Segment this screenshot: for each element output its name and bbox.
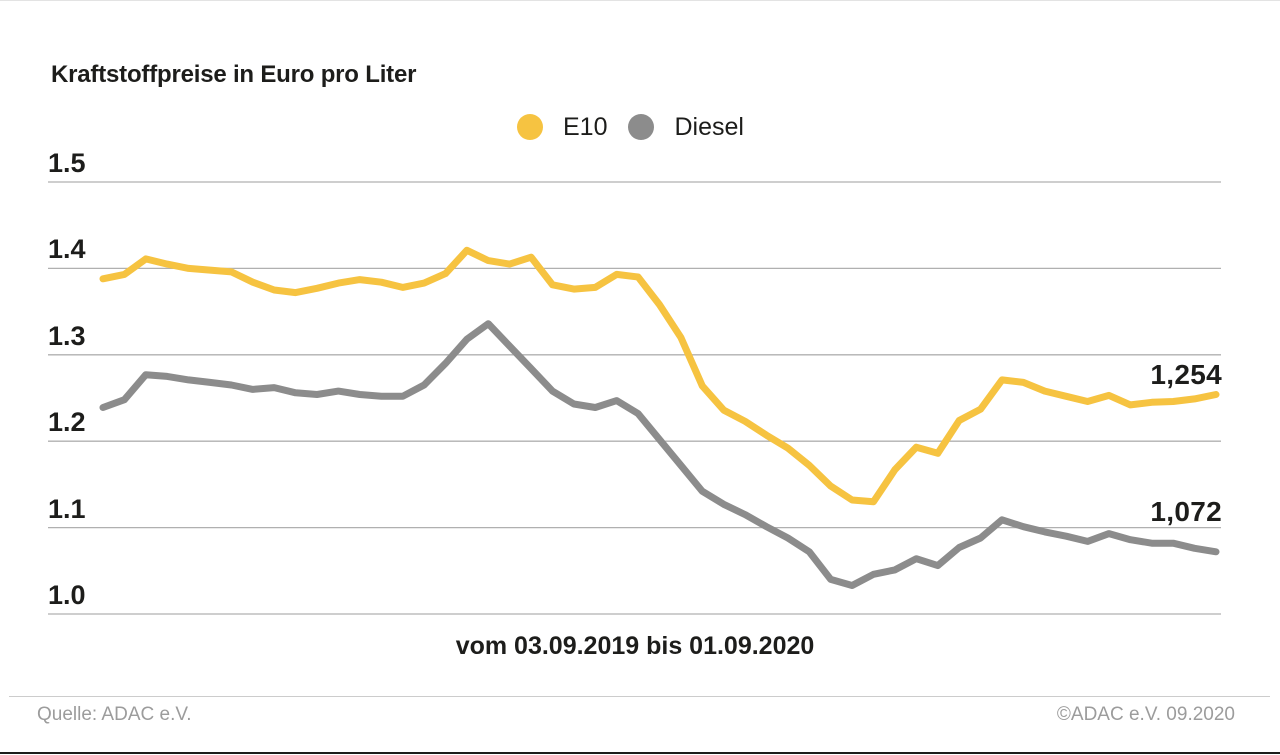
footer-divider [9, 696, 1270, 697]
diesel-legend-dot-icon [628, 114, 655, 140]
legend-label-diesel: Diesel [674, 113, 744, 141]
legend-label-e10: E10 [563, 113, 608, 141]
x-axis-range-label: vom 03.09.2019 bis 01.09.2020 [455, 632, 815, 660]
e10-price-line [99, 246, 1220, 506]
footer-source: Quelle: ADAC e.V. [37, 704, 192, 725]
y-tick-label: 1.5 [48, 148, 86, 178]
chart-legend: E10 Diesel [517, 114, 744, 140]
e10-legend-dot-icon [517, 114, 543, 140]
page-title: Kraftstoffpreise in Euro pro Liter [51, 61, 417, 89]
diesel-price-line [99, 320, 1220, 589]
bottom-border [0, 752, 1280, 754]
y-tick-label: 1.2 [48, 407, 86, 437]
y-tick-label: 1.0 [48, 580, 86, 610]
footer-copyright: ©ADAC e.V. 09.2020 [1056, 704, 1235, 725]
y-tick-label: 1.4 [48, 234, 86, 264]
diesel-end-value-label: 1,072 [1150, 496, 1222, 527]
y-tick-label: 1.1 [48, 494, 86, 524]
e10-end-value-label: 1,254 [1150, 359, 1222, 390]
y-tick-label: 1.3 [48, 321, 86, 351]
